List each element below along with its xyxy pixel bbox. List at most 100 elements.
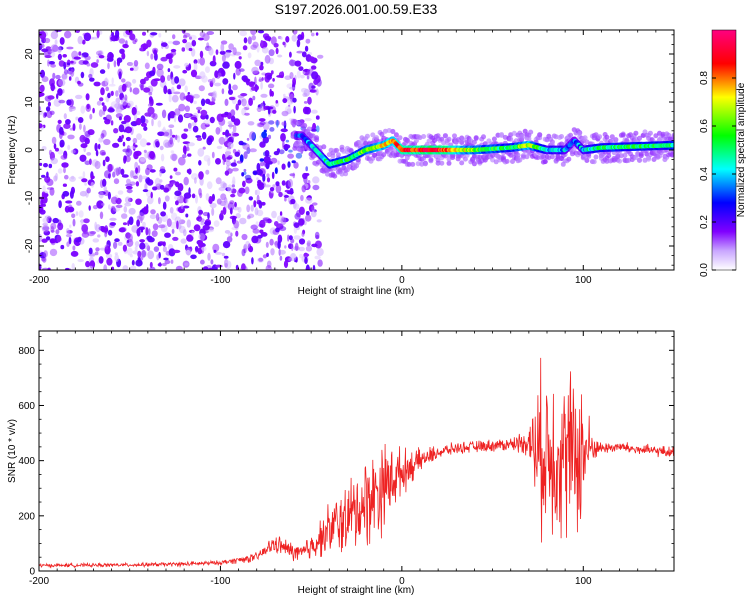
spectrogram-noise-cell <box>242 45 248 51</box>
spectrogram-noise-cell <box>50 157 58 165</box>
spectrogram-noise-cell <box>168 248 176 257</box>
spectrogram-noise-cell <box>146 50 150 57</box>
spectrogram-halo-cell <box>439 136 445 142</box>
spectrogram-noise-cell <box>98 256 104 264</box>
spectrogram-noise-cell <box>47 95 55 100</box>
spectrogram-noise-cell <box>95 247 100 252</box>
spectrogram-noise-cell <box>275 184 282 194</box>
spectrogram-noise-cell <box>263 184 271 188</box>
spectrogram-halo-cell <box>481 134 486 140</box>
spectrogram-y-tick-label: -10 <box>24 190 35 205</box>
spectrogram-noise-cell <box>153 49 158 56</box>
spectrogram-noise-cell <box>207 252 211 261</box>
spectrogram-noise-cell <box>122 222 128 226</box>
spectrogram-noise-cell <box>251 35 256 41</box>
spectrogram-noise-cell <box>97 234 101 238</box>
spectrogram-noise-cell <box>124 94 128 101</box>
spectrogram-noise-cell <box>242 143 250 150</box>
spectrogram-y-tick-label: 0 <box>24 147 35 153</box>
spectrogram-noise-cell <box>162 201 167 210</box>
snr-x-tick-label: -200 <box>29 576 49 587</box>
spectrogram-noise-cell <box>272 184 276 188</box>
spectrogram-noise-cell <box>287 161 291 168</box>
spectrogram-y-tick-label: -20 <box>24 238 35 253</box>
spectrogram-noise-cell <box>50 63 56 68</box>
spectrogram-noise-cell <box>100 227 109 233</box>
spectrogram-noise-cell <box>198 160 202 166</box>
spectrogram-noise-cell <box>270 157 278 164</box>
spectrogram-x-tick-label: -200 <box>29 275 49 286</box>
spectrogram-noise-cell <box>105 114 112 122</box>
spectrogram-noise-cell <box>221 54 226 63</box>
spectrogram-noise-cell <box>120 168 125 175</box>
spectrogram-noise-cell <box>58 60 65 67</box>
spectrogram-noise-cell <box>62 89 65 94</box>
spectrogram-noise-cell <box>67 134 75 140</box>
spectrogram-noise-cell <box>57 168 63 174</box>
spectrogram-halo-cell <box>617 158 623 164</box>
spectrogram-noise-cell <box>171 94 179 103</box>
spectrogram-halo-cell <box>597 134 603 140</box>
spectrogram-noise-cell <box>85 260 91 268</box>
spectrogram-noise-cell <box>158 33 162 38</box>
spectrogram-noise-cell <box>135 181 140 187</box>
spectrogram-noise-cell <box>208 267 214 270</box>
snr-y-axis-label: SNR (10 * v/v) <box>7 419 18 483</box>
spectrogram-noise-cell <box>144 183 148 191</box>
spectrogram-noise-cell <box>170 86 175 94</box>
spectrogram-noise-cell <box>228 96 236 101</box>
spectrogram-noise-cell <box>56 235 61 243</box>
spectrogram-noise-cell <box>134 144 138 148</box>
spectrogram-noise-cell <box>172 40 181 46</box>
spectrogram-noise-cell <box>96 50 103 56</box>
spectrogram-noise-cell <box>73 56 82 60</box>
spectrogram-noise-cell <box>69 176 76 182</box>
spectrogram-y-tick-label: 20 <box>24 48 35 60</box>
spectrogram-noise-cell <box>132 39 137 45</box>
spectrogram-noise-cell <box>310 209 317 218</box>
spectrogram-noise-cell <box>101 102 105 106</box>
spectrogram-noise-cell <box>286 190 294 195</box>
spectrogram-noise-cell <box>315 88 319 96</box>
spectrogram-noise-cell <box>104 77 108 86</box>
spectrogram-noise-cell <box>87 265 94 270</box>
spectrogram-noise-cell <box>275 181 280 187</box>
spectrogram-noise-cell <box>183 176 189 186</box>
spectrogram-noise-cell <box>283 260 289 268</box>
spectrogram-halo-cell <box>646 156 652 162</box>
spectrogram-noise-cell <box>92 107 95 114</box>
spectrogram-noise-cell <box>167 41 173 44</box>
spectrogram-noise-cell <box>135 198 142 205</box>
spectrogram-noise-cell <box>306 75 310 80</box>
spectrogram-noise-cell <box>86 62 91 67</box>
spectrogram-noise-cell <box>311 243 318 248</box>
spectrogram-noise-cell <box>122 44 129 49</box>
spectrogram-noise-cell <box>60 154 68 160</box>
spectrogram-halo-cell <box>364 133 370 139</box>
spectrogram-noise-cell <box>224 111 229 115</box>
spectrogram-noise-cell <box>102 159 106 167</box>
spectrogram-halo-cell <box>491 136 497 142</box>
spectrogram-noise-cell <box>201 131 207 140</box>
spectrogram-noise-cell <box>121 120 127 125</box>
spectrogram-noise-cell <box>290 198 296 205</box>
spectrogram-noise-cell <box>98 191 104 199</box>
spectrogram-noise-cell <box>304 45 309 52</box>
spectrogram-noise-cell <box>62 54 67 58</box>
spectrogram-noise-cell <box>57 47 62 53</box>
spectrogram-noise-cell <box>48 61 55 65</box>
spectrogram-noise-cell <box>211 77 216 84</box>
spectrogram-halo-cell <box>379 131 385 137</box>
spectrogram-noise-cell <box>238 140 244 146</box>
spectrogram-noise-cell <box>250 204 254 212</box>
spectrogram-noise-cell <box>169 175 173 179</box>
spectrogram-noise-cell <box>197 148 205 157</box>
spectrogram-halo-cell <box>653 133 659 139</box>
spectrogram-noise-cell <box>232 176 236 185</box>
spectrogram-noise-cell <box>133 175 138 180</box>
spectrogram-noise-cell <box>148 91 153 96</box>
spectrogram-noise-cell <box>99 97 104 102</box>
spectrogram-noise-cell <box>139 138 148 148</box>
spectrogram-noise-cell <box>99 247 107 251</box>
spectrogram-noise-cell <box>159 145 164 151</box>
